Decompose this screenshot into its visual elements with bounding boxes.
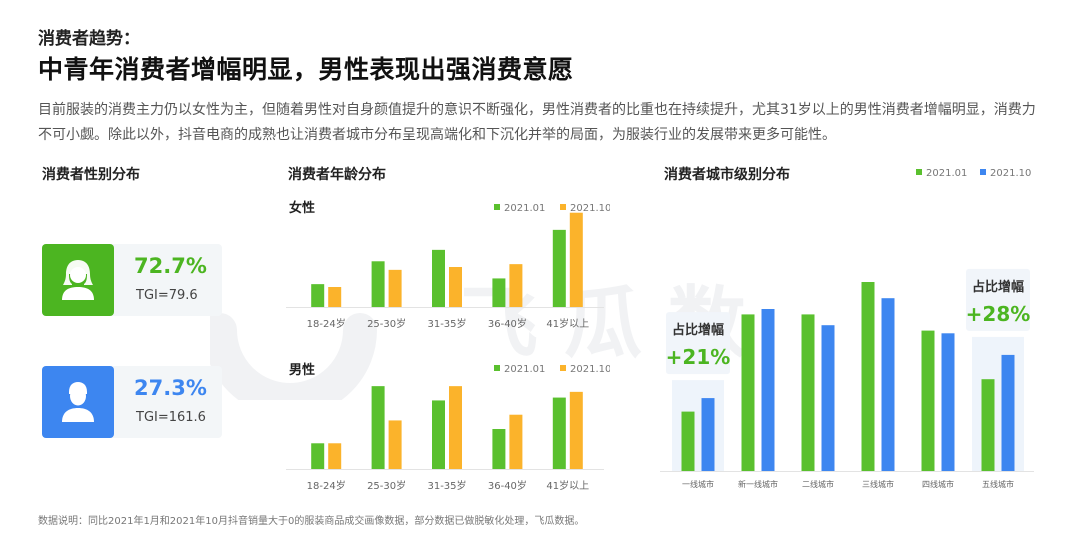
legend-swatch-0	[494, 365, 500, 371]
chart-subtitle: 女性	[289, 200, 315, 216]
data-footnote: 数据说明：同比2021年1月和2021年10月抖音销量大于0的服装商品成交画像数…	[38, 516, 585, 527]
legend-swatch-1	[560, 204, 566, 210]
bar-4-0	[552, 397, 566, 469]
bar-2-1	[449, 267, 462, 307]
bar-0-0	[311, 284, 325, 307]
x-tick-label: 一线城市	[682, 479, 714, 489]
x-tick-label: 18-24岁	[307, 479, 346, 492]
x-tick-label: 新一线城市	[738, 479, 778, 489]
female-percentage: 72.7%	[134, 254, 207, 278]
legend-label-0: 2021.01	[504, 364, 545, 375]
legend-swatch-1	[560, 365, 566, 371]
bar-3-1	[881, 298, 895, 471]
bar-2-1	[449, 386, 462, 469]
annotation-highlight-1	[972, 336, 1024, 471]
bar-3-0	[861, 282, 875, 471]
city-section-title: 消费者城市级别分布	[664, 167, 790, 183]
bar-1-1	[388, 269, 402, 307]
bar-4-0	[921, 330, 935, 471]
female-card: 72.7% TGI=79.6	[42, 244, 222, 316]
bar-2-0	[432, 400, 445, 469]
page-headline: 中青年消费者增幅明显，男性表现出强消费意愿	[38, 55, 574, 84]
male-card: 27.3% TGI=161.6	[42, 366, 222, 438]
bar-4-1	[941, 333, 955, 471]
legend-swatch-1	[980, 169, 986, 175]
bar-2-0	[801, 314, 815, 471]
age-section-title: 消费者年龄分布	[288, 167, 386, 183]
annotation-box-0	[666, 312, 730, 375]
annotation-value-0: +21%	[666, 345, 731, 369]
x-tick-label: 18-24岁	[307, 317, 346, 330]
bar-0-0	[311, 443, 325, 469]
male-percentage: 27.3%	[134, 376, 207, 400]
gender-section-title: 消费者性别分布	[42, 167, 140, 183]
annotation-label-1: 占比增幅	[972, 279, 1024, 295]
bar-1-1	[761, 309, 775, 471]
bar-0-1	[701, 398, 715, 471]
male-avatar-icon	[42, 366, 114, 438]
bar-5-0	[981, 379, 995, 471]
annotation-box-1	[966, 268, 1030, 331]
bar-1-0	[371, 386, 385, 469]
x-tick-label: 二线城市	[802, 479, 834, 489]
x-tick-label: 五线城市	[982, 479, 1014, 489]
bar-3-1	[509, 264, 523, 307]
legend-swatch-0	[494, 204, 500, 210]
bar-4-1	[569, 391, 583, 469]
x-tick-label: 25-30岁	[367, 479, 406, 492]
x-tick-label: 36-40岁	[488, 317, 527, 330]
male-tgi: TGI=161.6	[136, 410, 206, 425]
x-tick-label: 41岁以上	[546, 317, 589, 330]
legend-label-1: 2021.10	[990, 168, 1031, 179]
x-tick-label: 三线城市	[862, 479, 894, 489]
city-level-chart: 2021.01 2021.10 占比增幅 +21% 占比增幅 +28% 一线城市 新一线城市 二…	[660, 168, 1034, 489]
x-tick-label: 41岁以上	[546, 479, 589, 492]
male-age-chart: 男性 2021.01 2021.10 18-24岁 25-30岁 31-35岁 36-40岁…	[286, 362, 610, 492]
legend-label-0: 2021.01	[926, 168, 967, 179]
bar-0-0	[681, 411, 695, 471]
legend-swatch-0	[916, 169, 922, 175]
x-tick-label: 36-40岁	[488, 479, 527, 492]
legend-label-0: 2021.01	[504, 203, 545, 214]
female-age-chart: 女性 2021.01 2021.10 18-24岁 25-30岁 31-35岁 36-40岁…	[286, 200, 610, 330]
bar-0-1	[328, 287, 342, 307]
intro-paragraph: 目前服装的消费主力仍以女性为主，但随着男性对自身颜值提升的意识不断强化，男性消费…	[38, 102, 1036, 143]
x-tick-label: 25-30岁	[367, 317, 406, 330]
annotation-highlight-0	[672, 380, 724, 471]
bar-2-0	[432, 249, 445, 307]
legend-label-1: 2021.10	[570, 364, 610, 375]
page-kicker: 消费者趋势：	[38, 29, 140, 49]
bar-4-1	[569, 212, 583, 307]
legend-label-1: 2021.10	[570, 203, 610, 214]
bar-3-0	[492, 278, 506, 307]
bar-1-0	[741, 314, 755, 471]
female-tgi: TGI=79.6	[136, 288, 198, 303]
bar-5-1	[1001, 354, 1015, 471]
annotation-value-1: +28%	[966, 302, 1031, 326]
chart-subtitle: 男性	[289, 362, 315, 378]
x-tick-label: 31-35岁	[427, 479, 466, 492]
annotation-label-0: 占比增幅	[672, 322, 724, 338]
bar-2-1	[821, 325, 835, 471]
bar-4-0	[552, 229, 566, 307]
female-avatar-icon	[42, 244, 114, 316]
bar-3-1	[509, 414, 523, 469]
bar-1-0	[371, 261, 385, 307]
bar-3-0	[492, 429, 506, 469]
bar-1-1	[388, 420, 402, 469]
x-tick-label: 31-35岁	[427, 317, 466, 330]
bar-0-1	[328, 443, 342, 469]
x-tick-label: 四线城市	[922, 479, 954, 489]
